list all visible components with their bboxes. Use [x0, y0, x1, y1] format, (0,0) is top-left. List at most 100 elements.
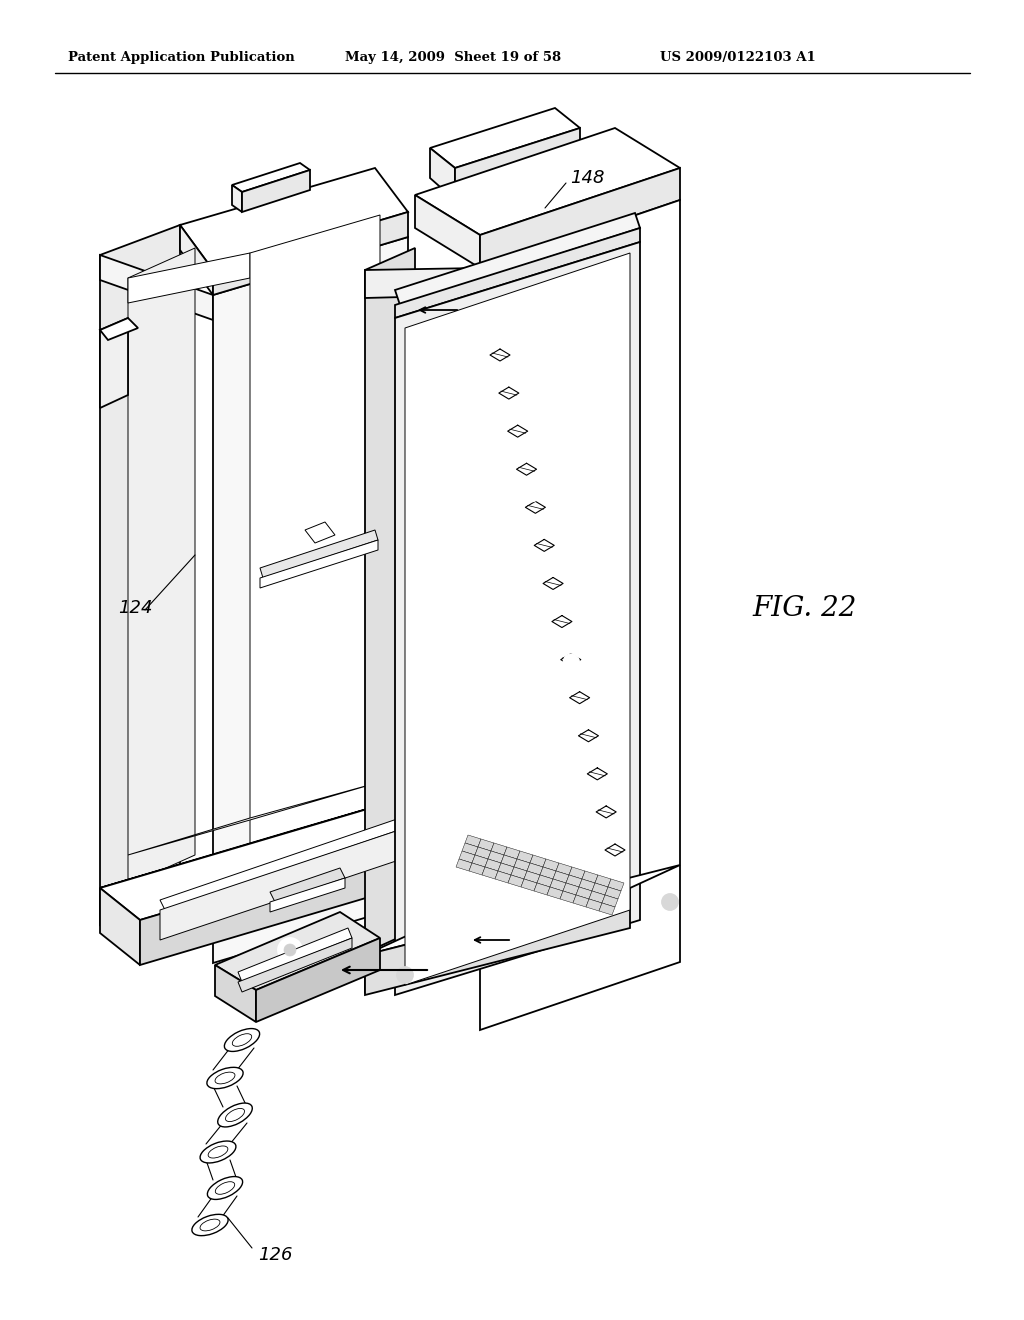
Polygon shape	[508, 875, 524, 887]
Polygon shape	[573, 895, 589, 907]
Polygon shape	[589, 891, 605, 903]
Polygon shape	[482, 867, 498, 879]
Polygon shape	[128, 781, 380, 855]
Polygon shape	[566, 875, 582, 887]
Polygon shape	[456, 859, 472, 871]
Polygon shape	[504, 847, 520, 859]
Polygon shape	[480, 201, 680, 1030]
Polygon shape	[521, 879, 537, 891]
Polygon shape	[524, 871, 540, 883]
Text: 148: 148	[570, 169, 604, 187]
Ellipse shape	[191, 1214, 228, 1236]
Polygon shape	[100, 255, 213, 319]
Ellipse shape	[218, 1104, 252, 1127]
Polygon shape	[586, 899, 602, 911]
Ellipse shape	[224, 1028, 260, 1052]
Circle shape	[662, 894, 678, 909]
Text: 124: 124	[118, 599, 153, 616]
Polygon shape	[365, 865, 680, 954]
Polygon shape	[270, 878, 345, 912]
Polygon shape	[480, 168, 680, 268]
Polygon shape	[599, 903, 615, 915]
Polygon shape	[592, 883, 608, 895]
Polygon shape	[556, 863, 572, 875]
Polygon shape	[160, 818, 406, 909]
Polygon shape	[100, 865, 180, 925]
Polygon shape	[160, 828, 406, 940]
Polygon shape	[305, 521, 335, 543]
Polygon shape	[579, 879, 595, 891]
Polygon shape	[395, 213, 640, 305]
Polygon shape	[514, 859, 530, 871]
Text: Patent Application Publication: Patent Application Publication	[68, 50, 295, 63]
Polygon shape	[527, 863, 543, 875]
Polygon shape	[569, 867, 585, 879]
Polygon shape	[595, 875, 611, 887]
Polygon shape	[534, 883, 550, 895]
Polygon shape	[472, 855, 488, 867]
Polygon shape	[501, 855, 517, 867]
Text: FIG. 22: FIG. 22	[752, 594, 856, 622]
Polygon shape	[543, 859, 559, 871]
Polygon shape	[238, 928, 352, 982]
Polygon shape	[232, 185, 242, 213]
Polygon shape	[365, 268, 480, 298]
Polygon shape	[430, 148, 455, 201]
Polygon shape	[495, 871, 511, 883]
Polygon shape	[406, 253, 630, 985]
Polygon shape	[415, 128, 680, 235]
Polygon shape	[488, 851, 504, 863]
Polygon shape	[415, 195, 480, 268]
Circle shape	[524, 486, 541, 502]
Polygon shape	[455, 128, 580, 201]
Polygon shape	[140, 828, 450, 965]
Polygon shape	[465, 836, 481, 847]
Polygon shape	[605, 887, 621, 899]
Circle shape	[284, 944, 296, 956]
Circle shape	[397, 968, 413, 983]
Polygon shape	[485, 859, 501, 871]
Polygon shape	[540, 867, 556, 879]
Polygon shape	[365, 931, 415, 993]
Polygon shape	[100, 888, 140, 965]
Polygon shape	[530, 855, 546, 867]
Polygon shape	[553, 871, 569, 883]
Polygon shape	[242, 170, 310, 213]
Text: US 2009/0122103 A1: US 2009/0122103 A1	[660, 50, 816, 63]
Polygon shape	[469, 863, 485, 875]
Polygon shape	[537, 875, 553, 887]
Polygon shape	[213, 213, 408, 294]
Polygon shape	[575, 887, 592, 899]
Polygon shape	[256, 939, 380, 1022]
Polygon shape	[511, 867, 527, 879]
Polygon shape	[100, 318, 128, 408]
Circle shape	[563, 653, 580, 671]
Polygon shape	[475, 847, 490, 859]
Polygon shape	[260, 540, 378, 587]
Polygon shape	[550, 879, 566, 891]
Polygon shape	[365, 888, 630, 995]
Polygon shape	[232, 162, 310, 191]
Polygon shape	[430, 108, 580, 168]
Polygon shape	[260, 531, 378, 578]
Polygon shape	[498, 863, 514, 875]
Ellipse shape	[208, 1176, 243, 1200]
Polygon shape	[459, 851, 475, 863]
Polygon shape	[100, 224, 180, 925]
Polygon shape	[517, 851, 534, 863]
Polygon shape	[100, 318, 138, 341]
Polygon shape	[100, 797, 408, 888]
Polygon shape	[395, 228, 640, 318]
Polygon shape	[213, 238, 408, 964]
Text: 126: 126	[258, 1246, 293, 1265]
Polygon shape	[128, 253, 250, 304]
Polygon shape	[128, 248, 195, 884]
Polygon shape	[582, 871, 598, 883]
Polygon shape	[547, 887, 563, 899]
Polygon shape	[100, 797, 450, 920]
Polygon shape	[180, 168, 408, 271]
Polygon shape	[563, 883, 579, 895]
Polygon shape	[215, 912, 380, 990]
Polygon shape	[215, 965, 256, 1022]
Ellipse shape	[207, 1068, 243, 1089]
